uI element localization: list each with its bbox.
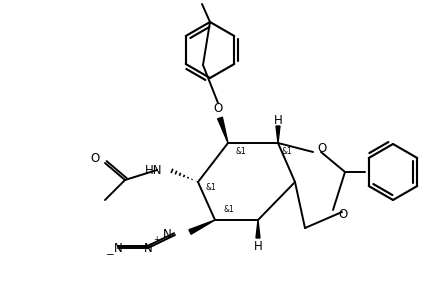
- Text: H: H: [274, 113, 282, 127]
- Text: −: −: [106, 250, 114, 260]
- Polygon shape: [256, 220, 260, 238]
- Text: N: N: [113, 241, 123, 255]
- Text: O: O: [317, 142, 326, 156]
- Text: N: N: [163, 229, 172, 241]
- Polygon shape: [218, 117, 228, 143]
- Text: HN: HN: [145, 163, 162, 176]
- Polygon shape: [276, 126, 280, 143]
- Text: &1: &1: [236, 147, 247, 156]
- Text: O: O: [338, 207, 347, 221]
- Text: &1: &1: [281, 147, 292, 156]
- Polygon shape: [189, 220, 215, 234]
- Text: &1: &1: [206, 183, 217, 192]
- Text: &1: &1: [223, 205, 234, 214]
- Text: N: N: [144, 241, 152, 255]
- Text: +: +: [153, 236, 159, 244]
- Text: H: H: [254, 239, 262, 253]
- Text: O: O: [91, 152, 100, 166]
- Text: O: O: [213, 103, 223, 115]
